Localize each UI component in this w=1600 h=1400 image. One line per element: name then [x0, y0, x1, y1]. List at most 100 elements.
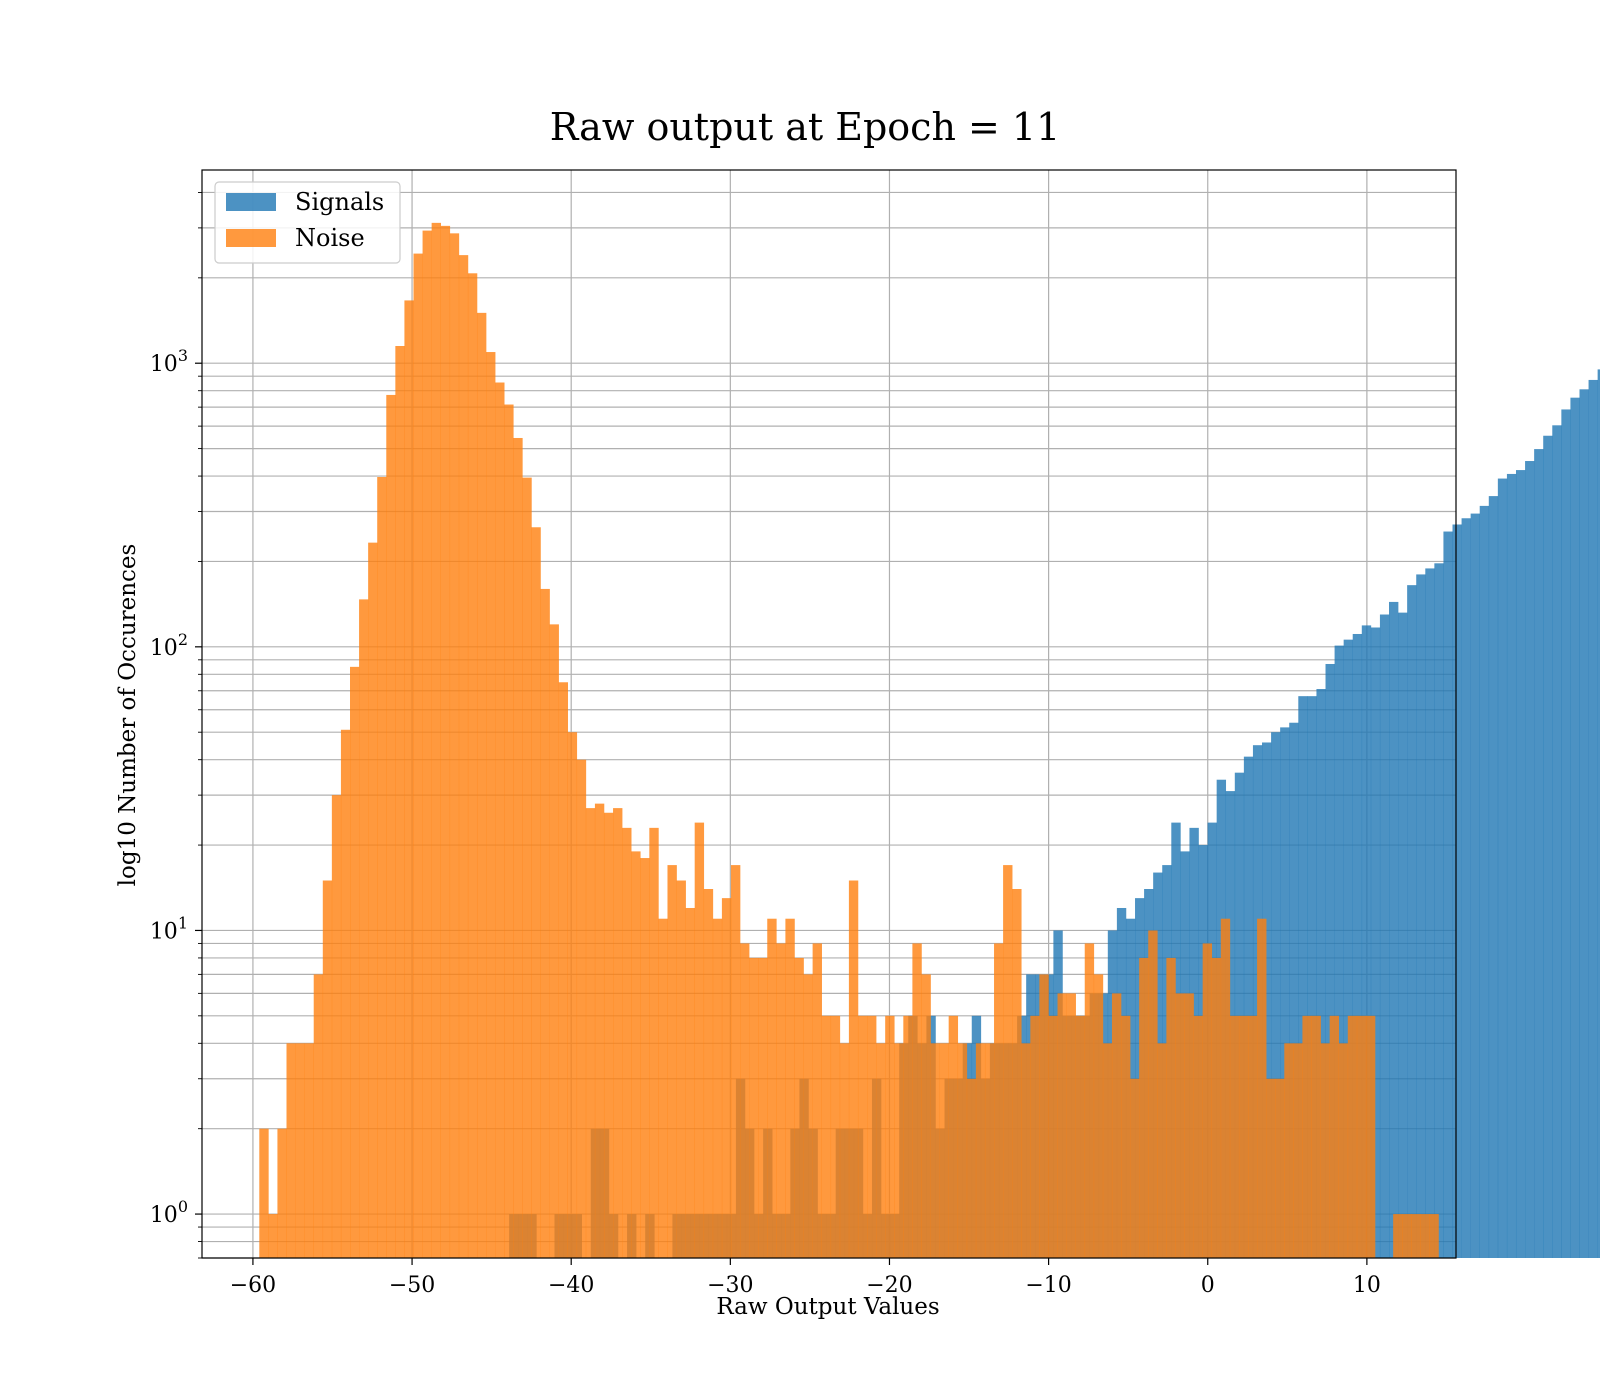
histogram-bar — [431, 222, 441, 1259]
histogram-bar — [404, 300, 414, 1258]
histogram-bar — [1166, 957, 1176, 1258]
histogram-bar — [1579, 389, 1589, 1258]
histogram-bar — [1389, 601, 1399, 1258]
histogram-bar — [1316, 689, 1326, 1258]
histogram-bar — [1352, 633, 1363, 1258]
histogram-bar — [984, 1043, 995, 1258]
histogram-bar — [1561, 409, 1571, 1258]
histogram-bar — [930, 1043, 940, 1258]
histogram-bar — [304, 1043, 315, 1258]
histogram-bar — [1379, 614, 1390, 1258]
histogram-bar — [467, 273, 478, 1258]
histogram-bar — [1343, 639, 1354, 1258]
histogram-bar — [640, 858, 650, 1258]
histogram-bar — [685, 907, 695, 1258]
histogram-bar — [921, 974, 931, 1258]
histogram-bar — [422, 230, 432, 1259]
histogram-bar — [1003, 865, 1013, 1258]
histogram-bar — [440, 225, 451, 1259]
histogram-bar — [350, 666, 360, 1258]
histogram-bar — [1552, 425, 1562, 1258]
histogram-bar — [1275, 1078, 1285, 1258]
histogram-bar — [603, 812, 614, 1258]
histogram-bar — [1411, 1214, 1421, 1258]
histogram-bar — [712, 918, 723, 1258]
legend-swatch-signals — [226, 193, 276, 211]
histogram-bar — [1238, 1015, 1249, 1258]
histogram-bar — [486, 352, 496, 1258]
y-axis-label: log10 Number of Occurences — [115, 544, 141, 887]
histogram-bar — [740, 943, 750, 1258]
histogram-bar — [631, 851, 641, 1258]
histogram-bar — [1356, 1015, 1367, 1258]
histogram-bar — [1111, 993, 1122, 1258]
y-tick-label: 103 — [150, 346, 188, 377]
histogram-bar — [649, 827, 659, 1258]
y-tick-label: 100 — [150, 1197, 188, 1228]
histogram-bar — [975, 1043, 986, 1258]
histogram-bar — [1262, 742, 1272, 1258]
histogram-bar — [912, 943, 922, 1258]
histogram-bar — [1121, 1015, 1131, 1258]
histogram-bar — [1193, 1015, 1203, 1258]
histogram-bar — [1365, 1015, 1376, 1258]
histogram-bar — [1175, 993, 1185, 1258]
histogram-bar — [1234, 772, 1245, 1258]
histogram-bar — [876, 1043, 886, 1258]
histogram-bar — [1434, 563, 1444, 1258]
histogram-bar — [1470, 513, 1481, 1258]
histogram-bar — [1338, 1043, 1349, 1258]
histogram-bar — [1506, 473, 1517, 1258]
histogram-bar — [286, 1043, 296, 1258]
histogram-bar — [1257, 918, 1267, 1258]
x-tick-label: −20 — [866, 1273, 912, 1298]
histogram-bar — [395, 346, 405, 1258]
histogram-bar — [331, 795, 342, 1258]
histogram-bar — [476, 312, 487, 1258]
x-tick-label: −60 — [230, 1273, 276, 1298]
histogram-bar — [1039, 974, 1049, 1258]
histogram-bar — [1307, 696, 1317, 1258]
histogram-bar — [522, 477, 532, 1258]
histogram-bar — [1130, 1078, 1140, 1258]
histogram-bars — [259, 222, 1600, 1259]
histogram-bar — [1461, 518, 1471, 1258]
histogram-bar — [730, 865, 741, 1258]
chart-title: Raw output at Epoch = 11 — [550, 105, 1061, 149]
histogram-bar — [994, 943, 1004, 1258]
histogram-bar — [948, 1015, 959, 1258]
histogram-bar — [1420, 1214, 1430, 1258]
histogram-bar — [558, 682, 568, 1258]
histogram-bar — [1266, 1078, 1276, 1258]
histogram-bar — [1021, 1043, 1031, 1258]
histogram-bar — [1320, 1043, 1330, 1258]
histogram-bar — [268, 1214, 278, 1258]
histogram-bar — [1075, 1015, 1086, 1258]
histogram-bar — [903, 1015, 913, 1258]
histogram-bar — [966, 1078, 977, 1258]
histogram-bar — [495, 382, 505, 1258]
histogram-bar — [1443, 531, 1453, 1258]
histogram-bar — [622, 827, 632, 1258]
histogram-bar — [259, 1128, 269, 1258]
histogram-bar — [1497, 478, 1508, 1258]
histogram-bar — [594, 803, 605, 1258]
x-tick-label: 0 — [1201, 1273, 1215, 1298]
histogram-bar — [1347, 1015, 1358, 1258]
histogram-bar — [1211, 957, 1222, 1258]
histogram-bar — [794, 957, 804, 1258]
histogram-bar — [676, 880, 686, 1258]
histogram-bar — [785, 918, 795, 1258]
histogram-bar — [1229, 1015, 1240, 1258]
histogram-bar — [1280, 727, 1290, 1258]
histogram-bar — [894, 1043, 904, 1258]
histogram-bar — [1220, 918, 1231, 1258]
histogram-bar — [313, 974, 324, 1258]
y-tick-label: 102 — [150, 630, 188, 661]
histogram-bar — [694, 822, 705, 1258]
histogram-bar — [1057, 993, 1067, 1258]
histogram-bar — [1030, 1015, 1040, 1258]
histogram-bar — [1248, 1015, 1258, 1258]
histogram-bar — [1393, 1214, 1403, 1258]
